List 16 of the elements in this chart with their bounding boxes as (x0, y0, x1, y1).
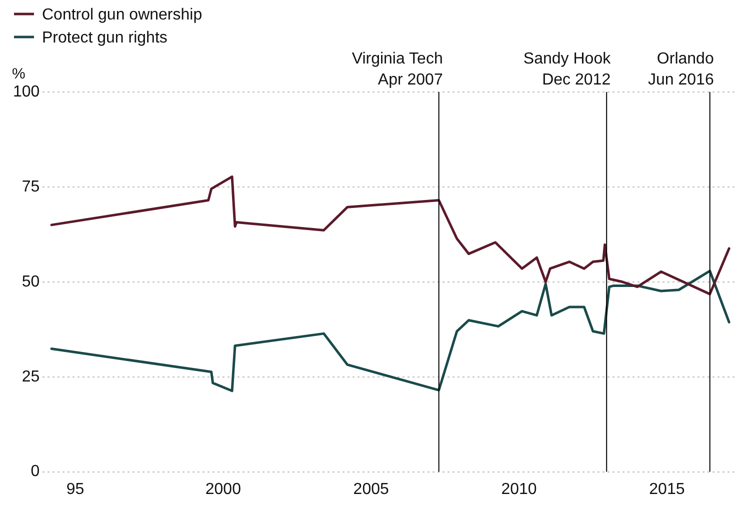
x-tick-label: 2005 (353, 480, 389, 498)
y-axis-title: % (12, 66, 26, 83)
y-tick-label: 50 (22, 273, 40, 290)
y-tick-label: 75 (22, 178, 40, 196)
y-tick-label: 25 (22, 368, 40, 386)
x-tick-label: 2010 (501, 480, 537, 498)
x-tick-label: 2000 (205, 480, 242, 498)
ref-line-label: Sandy Hook Dec 2012 (523, 50, 612, 88)
ref-line-label: Virginia Tech Apr 2007 (352, 50, 443, 88)
y-tick-label: 0 (30, 463, 40, 480)
legend-label: Protect gun rights (42, 29, 168, 46)
legend-label: Control gun ownership (42, 6, 202, 24)
y-tick-label: 100 (12, 83, 40, 100)
ref-line-label: Orlando Jun 2016 (648, 50, 714, 88)
x-tick-label: 95 (66, 480, 84, 498)
x-tick-label: 2015 (649, 480, 685, 498)
